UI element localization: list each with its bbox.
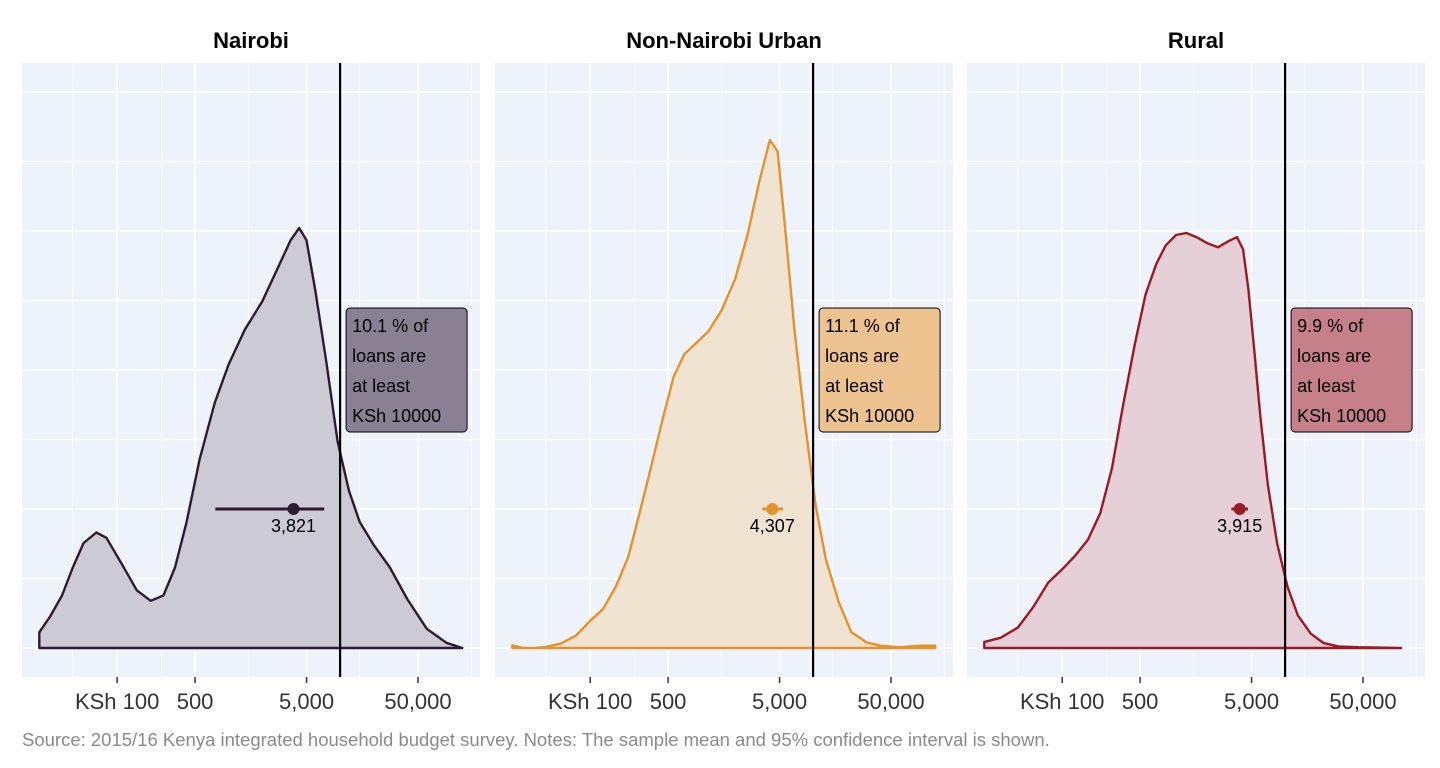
annotation-text: at least: [1297, 376, 1355, 396]
annotation-text: 10.1 % of: [352, 316, 429, 336]
annotation-text: at least: [825, 376, 883, 396]
mean-point: [287, 503, 300, 515]
x-tick-label: 50,000: [384, 689, 451, 714]
panel-non-nairobi-urban: 11.1 % of loans are at least KSh 10000 4,307…: [495, 28, 953, 714]
chart: 10.1 % of loans are at least KSh 10000 3,821…: [22, 28, 1425, 714]
density-curve: [511, 138, 937, 650]
annotation-text: KSh 10000: [352, 406, 441, 426]
mean-point: [1233, 503, 1246, 515]
panel-nairobi: 10.1 % of loans are at least KSh 10000 3,821…: [22, 28, 480, 714]
x-tick-label: KSh 100: [1020, 689, 1104, 714]
x-tick-label: 500: [177, 689, 214, 714]
mean-label: 3,821: [271, 516, 316, 536]
mean-label: 3,915: [1217, 516, 1262, 536]
density-curve: [38, 226, 464, 650]
annotation-text: KSh 10000: [825, 406, 914, 426]
annotation-box: [345, 307, 468, 433]
annotation-box: [1290, 307, 1413, 433]
x-tick-label: 50,000: [1329, 689, 1396, 714]
x-tick-label: 500: [1122, 689, 1159, 714]
density-curve: [983, 231, 1403, 650]
mean-label: 4,307: [750, 516, 795, 536]
x-tick-label: 5,000: [1224, 689, 1279, 714]
panel-rural: 9.9 % of loans are at least KSh 10000 3,915 R…: [967, 28, 1425, 714]
x-tick-label: 5,000: [752, 689, 807, 714]
annotation-text: 9.9 % of: [1297, 316, 1364, 336]
x-tick-label: KSh 100: [548, 689, 632, 714]
x-tick-label: 50,000: [857, 689, 924, 714]
x-tick-label: 500: [650, 689, 687, 714]
annotation-text: at least: [352, 376, 410, 396]
annotation-box: [818, 307, 941, 433]
annotation-text: 11.1 % of: [825, 316, 901, 336]
source-note: Source: 2015/16 Kenya integrated househo…: [22, 729, 1050, 750]
x-tick-label: 5,000: [279, 689, 334, 714]
annotation-text: loans are: [825, 346, 899, 366]
panel-title: Rural: [1168, 28, 1224, 53]
mean-point: [766, 503, 779, 515]
annotation-text: loans are: [1297, 346, 1371, 366]
annotation-text: loans are: [352, 346, 426, 366]
x-tick-label: KSh 100: [75, 689, 159, 714]
panel-title: Nairobi: [213, 28, 289, 53]
annotation-text: KSh 10000: [1297, 406, 1386, 426]
panel-title: Non-Nairobi Urban: [626, 28, 822, 53]
